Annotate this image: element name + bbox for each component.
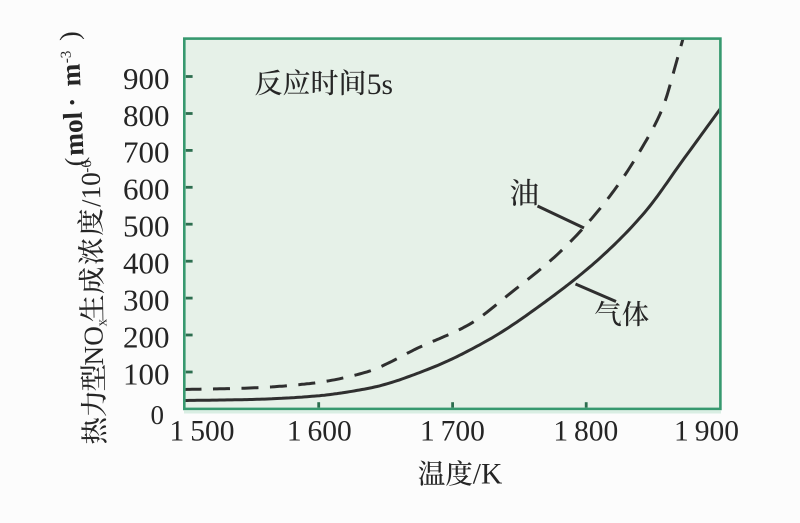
svg-text:300: 300 bbox=[123, 282, 170, 317]
svg-text:/10: /10 bbox=[76, 172, 107, 207]
svg-text:200: 200 bbox=[123, 319, 170, 354]
svg-text:5s: 5s bbox=[367, 69, 393, 101]
svg-text:0: 0 bbox=[151, 400, 165, 430]
svg-text:m: m bbox=[56, 63, 87, 87]
svg-text:x: x bbox=[94, 318, 110, 326]
svg-text:-6: -6 bbox=[79, 160, 95, 173]
svg-text:-3: -3 bbox=[58, 50, 75, 63]
svg-text:/K: /K bbox=[473, 459, 503, 491]
svg-text:NO: NO bbox=[78, 326, 109, 366]
svg-text:600: 600 bbox=[123, 172, 170, 207]
svg-text:800: 800 bbox=[123, 98, 170, 133]
svg-text:700: 700 bbox=[123, 135, 170, 170]
svg-text:(: ( bbox=[60, 157, 90, 167]
svg-text:): ) bbox=[54, 31, 84, 41]
svg-text:100: 100 bbox=[123, 356, 170, 391]
svg-text:1 700: 1 700 bbox=[420, 416, 485, 448]
svg-text:900: 900 bbox=[123, 61, 170, 96]
svg-text:400: 400 bbox=[123, 246, 170, 281]
svg-text:500: 500 bbox=[123, 209, 170, 244]
svg-text:·: · bbox=[57, 97, 87, 107]
svg-text:mol: mol bbox=[58, 111, 90, 157]
svg-text:1 900: 1 900 bbox=[674, 416, 739, 448]
svg-text:1 600: 1 600 bbox=[287, 416, 352, 448]
svg-text:1 800: 1 800 bbox=[553, 416, 618, 448]
svg-text:1 500: 1 500 bbox=[170, 416, 235, 448]
